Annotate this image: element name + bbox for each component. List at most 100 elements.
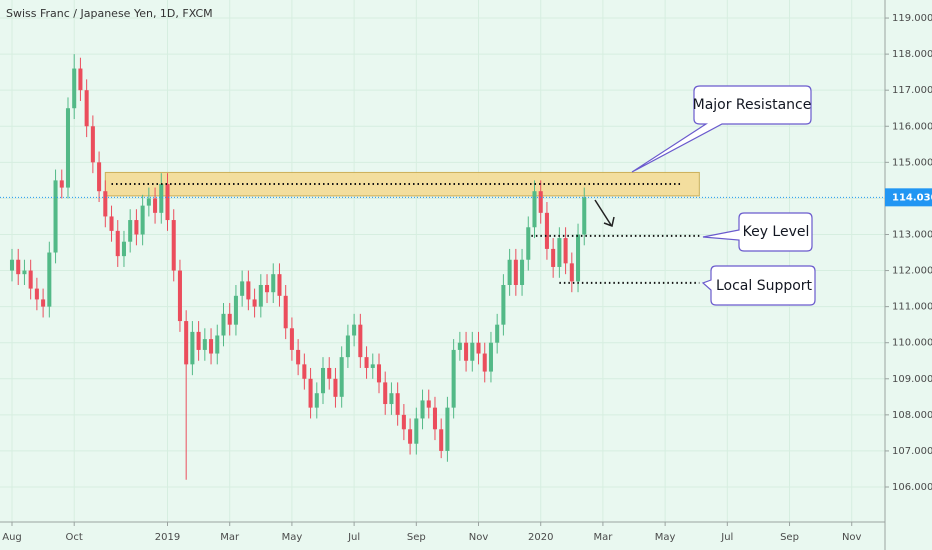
chart-title: Swiss Franc / Japanese Yen, 1D, FXCM [6, 7, 213, 20]
candle-body [370, 364, 375, 368]
candle-body [401, 414, 406, 430]
x-tick-label: Oct [66, 532, 83, 543]
candle-body [557, 238, 562, 267]
candle-body [252, 299, 257, 307]
y-tick-label: 111.000 [892, 302, 932, 313]
x-tick-label: Mar [220, 532, 240, 543]
x-tick-label: Sep [780, 532, 799, 543]
candle-body [84, 90, 89, 127]
x-tick-label: May [655, 532, 676, 543]
candle-body [426, 400, 431, 408]
candle-body [22, 270, 27, 275]
x-tick-label: Aug [2, 532, 22, 543]
candle-body [109, 216, 114, 231]
x-tick-label: Sep [407, 532, 426, 543]
callout-text: Key Level [743, 224, 810, 240]
x-tick-label: Nov [842, 532, 862, 543]
candle-body [576, 234, 581, 282]
y-tick-label: 119.000 [892, 13, 932, 24]
resistance-zone [104, 171, 700, 197]
candle-body [414, 418, 419, 444]
candle-body [339, 357, 344, 397]
x-tick-label: 2020 [528, 532, 553, 543]
candle-body [153, 198, 158, 213]
last-price-label: 114.030 [892, 192, 932, 203]
candle-body [544, 212, 549, 249]
candle-body [97, 162, 102, 192]
candle-body [364, 357, 369, 368]
candle-body [358, 324, 363, 358]
candle-body [47, 252, 52, 307]
candle-body [470, 342, 475, 361]
candle-body [9, 259, 15, 271]
candle-body [265, 284, 270, 293]
last-price-box [885, 188, 932, 207]
candle-body [184, 321, 189, 365]
candle-body [482, 353, 487, 372]
y-tick-label: 108.000 [892, 410, 932, 421]
candle-body [221, 313, 226, 336]
candle-body [240, 281, 245, 296]
candle-body [308, 378, 313, 408]
candle-body [383, 382, 388, 405]
candle-body [457, 342, 462, 350]
candle-body [121, 241, 126, 257]
candle-body [41, 299, 46, 307]
candle-body [551, 248, 556, 267]
candle-body [271, 274, 276, 293]
callout-box [702, 212, 813, 252]
candle-body [432, 407, 437, 430]
candle-body [196, 331, 201, 350]
candle-body [59, 180, 64, 188]
y-tick-label: 107.000 [892, 446, 932, 457]
candle-body [302, 364, 307, 379]
callout-text: Local Support [716, 278, 813, 294]
annotation-layer [0, 182, 885, 284]
candle-body [171, 220, 176, 271]
candle-body [159, 183, 164, 213]
candle-body [296, 349, 301, 365]
candle-body [53, 180, 58, 253]
candle-body [283, 295, 288, 329]
candle-body [277, 274, 282, 296]
candle-body [582, 197, 587, 235]
candle-body [420, 400, 425, 419]
candle-body [289, 328, 294, 350]
callout-text: Major Resistance [693, 97, 812, 113]
candle-body [569, 263, 574, 282]
candle-body [327, 367, 332, 379]
candle-body [501, 284, 506, 325]
candle-body [16, 259, 21, 275]
candle-body [72, 68, 77, 109]
candle-body [451, 349, 456, 408]
candle-body [233, 295, 238, 325]
y-tick-label: 109.000 [892, 374, 932, 385]
candle-body [495, 324, 500, 343]
y-tick-label: 112.000 [892, 266, 932, 277]
candle-body [464, 342, 469, 361]
x-tick-label: Mar [593, 532, 613, 543]
candle-body [563, 238, 568, 264]
candle-body [115, 230, 120, 257]
callout-box [631, 85, 812, 173]
candle-body [526, 227, 531, 260]
candle-body [320, 367, 326, 394]
candle-body [389, 393, 394, 405]
x-tick-label: Jul [720, 532, 733, 543]
candle-body [507, 259, 512, 285]
candle-body [246, 281, 251, 300]
candle-body [209, 339, 214, 354]
candle-body [488, 342, 493, 372]
candle-body [439, 429, 444, 451]
x-tick-label: Nov [469, 532, 489, 543]
candle-body [445, 407, 450, 451]
candle-body [103, 191, 108, 217]
candle-body [134, 220, 139, 235]
candles [9, 54, 587, 480]
callout-box [701, 265, 816, 306]
callout-major-resistance: Major Resistance [631, 85, 812, 173]
candle-body [520, 259, 525, 285]
candle-body [190, 331, 195, 365]
candle-body [476, 342, 481, 354]
